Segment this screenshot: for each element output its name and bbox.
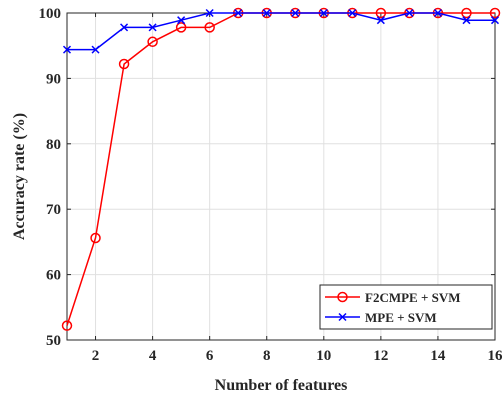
x-tick-label: 10 bbox=[316, 348, 331, 364]
data-point bbox=[91, 45, 100, 54]
data-point bbox=[433, 8, 442, 18]
x-tick-label: 2 bbox=[92, 348, 100, 364]
data-point bbox=[291, 8, 300, 18]
data-point bbox=[147, 36, 158, 48]
series-line bbox=[67, 12, 495, 51]
x-tick-label: 4 bbox=[149, 348, 157, 364]
data-point bbox=[90, 232, 101, 244]
data-point bbox=[177, 16, 186, 25]
series-2 bbox=[62, 8, 500, 54]
data-point bbox=[461, 7, 472, 19]
legend-box bbox=[319, 284, 493, 330]
data-point bbox=[62, 45, 72, 54]
data-point bbox=[120, 23, 129, 32]
legend-item: MPE + SVM bbox=[325, 310, 437, 325]
legend-item: F2CMPE + SVM bbox=[325, 290, 461, 305]
data-point bbox=[175, 22, 187, 33]
y-tick-label: 50 bbox=[46, 333, 61, 349]
data-point bbox=[490, 16, 500, 25]
y-tick-label: 100 bbox=[39, 6, 62, 22]
legend-swatch-marker bbox=[338, 312, 347, 322]
data-point bbox=[489, 7, 501, 19]
data-point bbox=[319, 8, 328, 18]
y-axis-label: Accuracy rate (%) bbox=[11, 113, 28, 240]
x-tick-label: 8 bbox=[263, 348, 271, 364]
data-point bbox=[376, 16, 385, 25]
x-tick-label: 16 bbox=[488, 348, 503, 364]
legend-swatch-marker bbox=[337, 291, 348, 303]
y-tick-label: 80 bbox=[46, 137, 61, 153]
data-point bbox=[405, 8, 414, 18]
legend: F2CMPE + SVM MPE + SVM bbox=[319, 284, 493, 330]
y-tick-label: 60 bbox=[46, 268, 61, 284]
data-point bbox=[234, 8, 243, 18]
data-point bbox=[118, 58, 130, 70]
legend-label: F2CMPE + SVM bbox=[365, 290, 461, 305]
y-tick-label: 90 bbox=[46, 71, 61, 87]
data-point bbox=[148, 23, 157, 32]
y-tick-label: 70 bbox=[46, 202, 61, 218]
x-axis-label: Number of features bbox=[215, 377, 348, 394]
x-tick-label: 6 bbox=[206, 348, 214, 364]
series-layer bbox=[61, 7, 501, 331]
x-tick-label: 14 bbox=[430, 348, 446, 364]
data-point bbox=[348, 8, 357, 18]
data-point bbox=[205, 8, 214, 18]
legend-label: MPE + SVM bbox=[365, 310, 437, 325]
data-point bbox=[375, 7, 387, 19]
data-point bbox=[262, 8, 271, 18]
data-point bbox=[204, 22, 215, 33]
data-point bbox=[61, 320, 73, 331]
axis-ticks: 2 4 6 8 10 12 14 16 50 60 70 80 90 100 bbox=[39, 6, 503, 364]
x-tick-label: 12 bbox=[373, 348, 388, 364]
data-point bbox=[462, 16, 471, 25]
